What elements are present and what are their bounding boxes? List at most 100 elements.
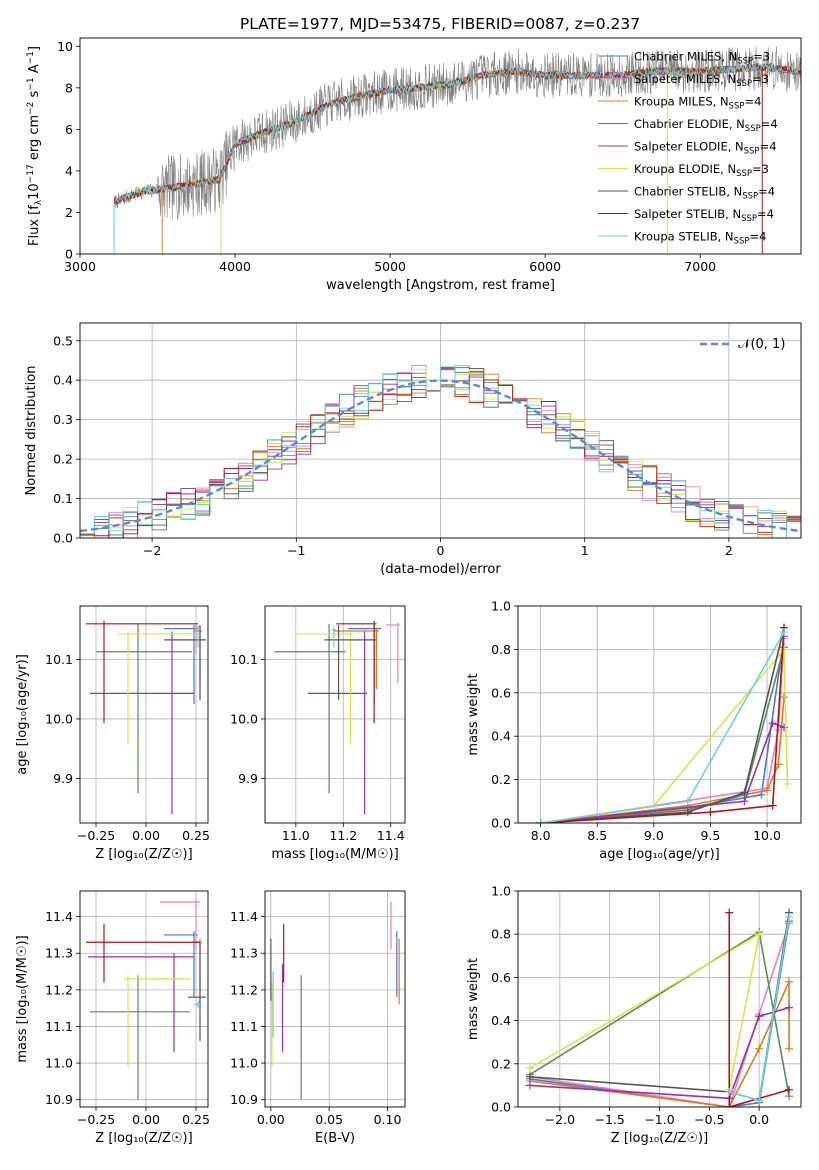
y-tick-label: 0.2	[491, 1056, 511, 1071]
x-tick-label: 0.0	[749, 1112, 769, 1127]
histogram-step-kroupa-stelib	[80, 366, 801, 538]
x-tick-label: 4000	[219, 259, 251, 274]
legend-label: Salpeter STELIB, N	[634, 207, 741, 221]
weight-marker-kroupa-miles	[763, 786, 772, 795]
weight-marker-kroupa-miles	[785, 1044, 794, 1053]
legend-label: Salpeter ELODIE, N	[634, 140, 744, 154]
plot-area	[86, 620, 206, 815]
legend-sub: SSP	[736, 169, 752, 179]
axes-frame	[517, 605, 802, 824]
x-tick-label: −1.0	[644, 1112, 674, 1127]
weight-marker-salpeter-elodie	[740, 797, 749, 806]
age-vs-metallicity-panel: −0.25 0.00 0.25 9.9 10.0 10.1 Z [log₁₀(Z/Z☉)] a…	[15, 605, 210, 862]
y-tick-label: 0.0	[53, 531, 73, 546]
legend-label: Chabrier STELIB, N	[634, 185, 742, 199]
axes-frame	[79, 37, 802, 255]
y-tick-label: 11.0	[230, 1056, 258, 1071]
y-tick-label: 10	[57, 39, 73, 54]
y-tick-label: 0.4	[491, 1013, 511, 1028]
plot-area	[270, 901, 400, 1100]
weight-marker-kroupa-stelib	[725, 1087, 734, 1096]
weight-marker-kroupa-miles	[755, 1044, 764, 1053]
weight-marker-kroupa-stelib	[780, 628, 789, 637]
x-axis-label: age [log₁₀(age/yr)]	[599, 847, 720, 862]
y-tick-label: 11.2	[230, 982, 258, 997]
y-tick-label: 0.0	[491, 816, 511, 831]
x-tick-label: 11.0	[282, 828, 310, 843]
y-axis-label: Flux [fλ10−17 erg cm−2 s−1 A−1]	[26, 46, 44, 246]
axes-frame	[79, 322, 802, 539]
plot-area	[536, 623, 792, 823]
y-tick-label: 11.4	[45, 909, 73, 924]
y-tick-label: 9.9	[238, 771, 258, 786]
gaussian-curve	[80, 379, 801, 533]
legend-entry: Salpeter ELODIE, NSSP=4	[634, 140, 777, 157]
ylabel-part: Flux [f	[27, 205, 42, 246]
plot-area	[525, 908, 794, 1107]
y-axis-label: age [log₁₀(age/yr)]	[15, 654, 30, 775]
x-axis-label: Z [log₁₀(Z/Z☉)]	[95, 1131, 192, 1146]
x-axis-label: Z [log₁₀(Z/Z☉)]	[611, 1131, 708, 1146]
legend-entry: Kroupa MILES, NSSP=4	[634, 95, 761, 112]
y-axis-label: mass weight	[466, 958, 481, 1040]
y-tick-label: 11.0	[45, 1056, 73, 1071]
x-tick-label: 8.0	[531, 828, 551, 843]
x-tick-label: 8.5	[587, 828, 607, 843]
legend-entry: Kroupa STELIB, NSSP=4	[634, 230, 766, 247]
weight-marker-salpeter-stelib	[706, 808, 715, 817]
legend-label: Salpeter MILES, N	[634, 72, 736, 86]
x-tick-label: −2	[143, 543, 161, 558]
ylabel-sup: −17	[26, 164, 36, 183]
x-tick-label: 9.5	[700, 828, 720, 843]
weight-marker-salpeter-elodie	[755, 1012, 764, 1021]
x-tick-label: 2	[725, 543, 733, 558]
y-tick-label: 11.3	[230, 946, 258, 961]
legend-label: Kroupa ELODIE, N	[634, 162, 736, 176]
weight-marker-salpeter-elodie	[785, 1003, 794, 1012]
x-axis-label: (data-model)/error	[380, 562, 501, 577]
legend-label: Chabrier ELODIE, N	[634, 117, 745, 131]
y-tick-label: 6	[65, 122, 73, 137]
x-tick-label: 0.25	[182, 1112, 210, 1127]
x-tick-label: 11.4	[377, 828, 405, 843]
x-tick-label: 7000	[684, 259, 716, 274]
x-tick-label: 0.10	[374, 1112, 402, 1127]
y-tick-label: 10.1	[45, 652, 73, 667]
mass-vs-extinction-panel: 0.00 0.05 0.10 10.9 11.0 11.1 11.2 11.3 11.4 E(B-…	[230, 890, 406, 1146]
y-tick-label: 0.6	[491, 970, 511, 985]
y-tick-label: 10.0	[230, 711, 258, 726]
legend-entry: Chabrier STELIB, NSSP=4	[634, 185, 775, 202]
weight-marker-kroupa-elodie	[525, 1064, 534, 1073]
y-tick-label: 0.1	[53, 491, 73, 506]
x-tick-label: 6000	[529, 259, 561, 274]
legend-suffix: =3	[752, 72, 769, 86]
axes-frame	[264, 605, 406, 824]
y-tick-label: 0.0	[491, 1100, 511, 1115]
x-tick-label: −0.25	[77, 828, 115, 843]
weight-marker-salpeter-stelib	[785, 1085, 794, 1094]
y-tick-label: 10.0	[45, 711, 73, 726]
legend-suffix: =4	[760, 140, 777, 154]
plot-area	[80, 364, 801, 538]
ylabel-part: erg cm	[27, 115, 42, 164]
y-tick-label: 1.0	[491, 884, 511, 899]
y-tick-label: 11.1	[230, 1019, 258, 1034]
x-tick-label: 5000	[374, 259, 406, 274]
weight-marker-kroupa-elodie	[755, 930, 764, 939]
axes-frame	[79, 890, 209, 1108]
weight-vs-age-panel: 8.0 8.5 9.0 9.5 10.0 0.0 0.2 0.4 0.6 0.8 1.0 age [l…	[466, 599, 802, 862]
age-vs-mass-panel: 11.0 11.2 11.4 9.9 10.0 10.1 mass [log₁₀(M/M☉)…	[230, 605, 406, 862]
weight-marker-salpeter-elodie	[768, 719, 777, 728]
legend-entry: Chabrier ELODIE, NSSP=4	[634, 117, 778, 134]
y-tick-label: 10.9	[230, 1092, 258, 1107]
weight-vs-metallicity-panel: −2.0 −1.5 −1.0 −0.5 0.0 0.0 0.2 0.4 0.6 0.8 1.0 Z […	[466, 884, 802, 1146]
legend-sub: SSP	[742, 192, 758, 202]
legend-label: Kroupa MILES, N	[634, 95, 729, 109]
y-tick-label: 0.8	[491, 642, 511, 657]
x-tick-label: −2.0	[545, 1112, 575, 1127]
x-tick-label: 11.2	[329, 828, 357, 843]
x-axis-label: E(B-V)	[315, 1131, 355, 1146]
legend-entry: Kroupa ELODIE, NSSP=3	[634, 162, 769, 179]
weight-marker-chabrier-stelib	[683, 808, 692, 817]
y-tick-label: 9.9	[53, 771, 73, 786]
